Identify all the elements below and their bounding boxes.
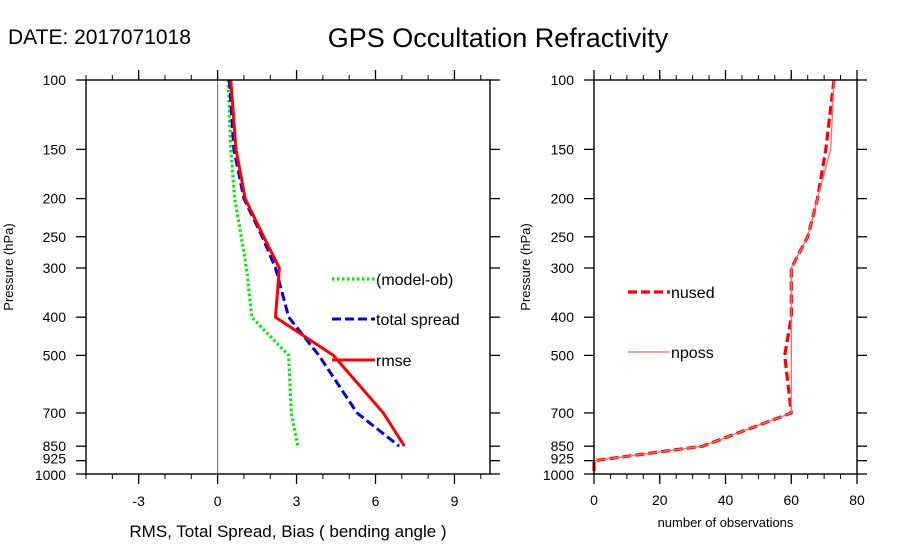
y-tick-label: 300 <box>43 260 67 276</box>
y-tick-label: 400 <box>43 309 67 325</box>
x-tick-label: 9 <box>451 493 459 509</box>
y-tick-label: 1000 <box>543 467 574 483</box>
y-tick-label: 100 <box>43 72 67 88</box>
chart-title: GPS Occultation Refractivity <box>328 23 669 53</box>
plot-frame <box>593 79 858 475</box>
legend-label: rmse <box>376 353 412 370</box>
y-tick-label: 100 <box>551 72 575 88</box>
x-tick-label: 0 <box>590 492 598 508</box>
x-tick-label: -3 <box>132 493 145 509</box>
legend-label: total spread <box>376 312 460 329</box>
plot-frame <box>85 79 491 475</box>
y-tick-label: 150 <box>43 141 67 157</box>
y-tick-label: 400 <box>551 309 575 325</box>
y-tick-label: 300 <box>551 260 575 276</box>
y-axis-title: Pressure (hPa) <box>1 223 16 310</box>
y-tick-label: 500 <box>551 347 575 363</box>
x-axis-title: RMS, Total Spread, Bias ( bending angle … <box>129 522 446 541</box>
legend-label: nposs <box>671 345 714 362</box>
y-tick-label: 925 <box>551 451 575 467</box>
x-tick-label: 3 <box>293 493 301 509</box>
x-tick-label: 80 <box>849 492 865 508</box>
y-tick-label: 250 <box>43 229 67 245</box>
series-line-nposs <box>593 79 835 474</box>
y-tick-label: 1000 <box>35 467 66 483</box>
x-tick-label: 0 <box>214 493 222 509</box>
date-label: DATE: 2017071018 <box>8 26 191 49</box>
y-tick-label: 150 <box>551 141 575 157</box>
series-line-nused <box>592 79 836 474</box>
y-tick-label: 850 <box>551 438 575 454</box>
x-tick-label: 60 <box>783 492 799 508</box>
y-tick-label: 250 <box>551 229 575 245</box>
y-tick-label: 700 <box>43 405 67 421</box>
x-axis-title: number of observations <box>658 515 794 530</box>
y-tick-label: 925 <box>43 451 67 467</box>
legend-label: (model-ob) <box>376 272 453 289</box>
x-tick-label: 6 <box>372 493 380 509</box>
y-axis-title: Pressure (hPa) <box>518 223 533 310</box>
x-tick-label: 40 <box>718 492 734 508</box>
y-tick-label: 200 <box>43 191 67 207</box>
y-tick-label: 850 <box>43 438 67 454</box>
legend-label: nused <box>671 285 715 302</box>
spread-panel: (model-ob)total spreadrmse10015020025030… <box>1 70 500 541</box>
series-line-rmse <box>229 79 406 448</box>
y-tick-label: 200 <box>551 191 575 207</box>
x-tick-label: 20 <box>652 492 668 508</box>
series-line-modelob <box>226 79 300 447</box>
count-panel: nusednposs100150200250300400500700850925… <box>518 70 867 530</box>
y-tick-label: 700 <box>551 405 575 421</box>
series-line-totalspread <box>227 79 401 448</box>
y-tick-label: 500 <box>43 347 67 363</box>
